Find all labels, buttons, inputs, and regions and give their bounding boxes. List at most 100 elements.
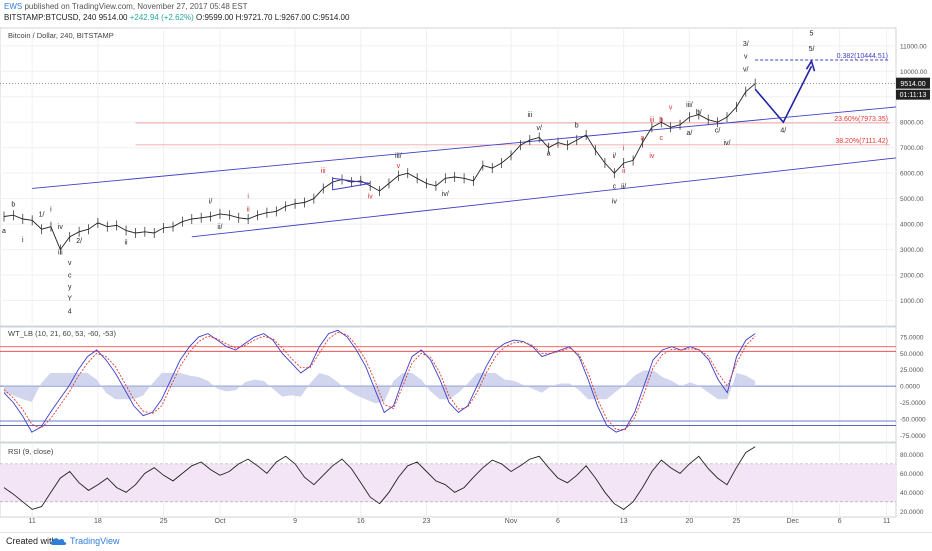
wave-label: a bbox=[2, 228, 6, 235]
wave-label: c bbox=[68, 273, 72, 280]
wave-label: iv bbox=[612, 199, 618, 206]
wave-label: Y bbox=[67, 296, 72, 303]
wave-label: iv bbox=[58, 224, 64, 231]
wave-label-red: v bbox=[397, 163, 401, 170]
main-y-tick-label: 8000.00 bbox=[900, 120, 924, 127]
tradingview-cloud-icon bbox=[50, 538, 67, 545]
wave-label-red: a bbox=[641, 135, 645, 142]
wt-y-tick-label: 75.0000 bbox=[900, 334, 924, 341]
wt2-line bbox=[3, 331, 756, 430]
last-price: 9514.00 bbox=[98, 13, 128, 22]
wave-label-red: c bbox=[660, 135, 664, 142]
rsi-y-tick-label: 40.0000 bbox=[900, 490, 924, 497]
main-y-tick-label: 1000.00 bbox=[900, 298, 924, 305]
main-y-tick-label: 4000.00 bbox=[900, 222, 924, 229]
rsi-y-tick-label: 80.0000 bbox=[900, 452, 924, 459]
wave-label: ii/ bbox=[217, 224, 222, 231]
wave-label-red: i bbox=[247, 194, 249, 201]
wt-pane-title: WT_LB (10, 21, 60, 53, -60, -53) bbox=[8, 329, 116, 338]
x-tick-label: Nov bbox=[505, 518, 518, 525]
wave-label-red: b bbox=[659, 117, 663, 124]
channel-upper-line bbox=[32, 106, 897, 189]
fib-level-label: 23.60%(7973.35) bbox=[834, 116, 888, 123]
wave-label: ii bbox=[125, 239, 129, 246]
created-with-label: Created with bbox=[6, 536, 57, 546]
wave-label: 5 bbox=[810, 31, 814, 38]
wave-label-red: v bbox=[669, 105, 673, 112]
main-pane-title: Bitcoin / Dollar, 240, BITSTAMP bbox=[8, 31, 114, 40]
x-tick-label: 6 bbox=[556, 518, 560, 525]
wave-label-red: iv bbox=[368, 194, 374, 201]
fib-level-label: 38.20%(7111.42) bbox=[835, 138, 888, 145]
wave-label: iii bbox=[58, 250, 63, 257]
main-y-tick-label: 6000.00 bbox=[900, 171, 924, 178]
wave-label: b/ bbox=[696, 110, 702, 117]
author-link[interactable]: EWS bbox=[4, 2, 23, 11]
x-tick-label: 11 bbox=[29, 518, 36, 525]
x-tick-label: Dec bbox=[786, 518, 799, 525]
wave-label: iv/ bbox=[442, 191, 449, 198]
wave-label: i bbox=[22, 237, 24, 244]
wave-label: c/ bbox=[715, 127, 721, 134]
wave-label-red: i bbox=[623, 145, 625, 152]
x-tick-label: 13 bbox=[620, 518, 628, 525]
wave-label: i/ bbox=[613, 153, 617, 160]
wt1-line bbox=[3, 329, 756, 433]
projection-path bbox=[754, 65, 813, 124]
publish-info: published on TradingView.com, November 2… bbox=[24, 2, 248, 11]
main-y-tick-label: 2000.00 bbox=[900, 273, 924, 280]
main-y-tick-label: 10000.00 bbox=[900, 69, 927, 76]
wave-label: iv/ bbox=[723, 140, 730, 147]
wave-label-red: ii bbox=[247, 206, 251, 213]
wt-y-tick-label: 50.0000 bbox=[900, 351, 924, 358]
wave-label: 3/ bbox=[743, 41, 749, 48]
rsi-pane-title: RSI (9, close) bbox=[8, 447, 54, 456]
countdown-label: 01:11:13 bbox=[900, 92, 927, 99]
wave-label: 5/ bbox=[809, 46, 815, 53]
wave-label: v/ bbox=[536, 125, 542, 132]
symbol-ohlc-line: BITSTAMP:BTCUSD, 240 9514.00 +242.94 (+2… bbox=[4, 13, 349, 22]
wave-label: 4/ bbox=[780, 127, 786, 134]
wave-label: c bbox=[613, 183, 617, 190]
x-tick-label: 6 bbox=[838, 518, 842, 525]
price-series-line bbox=[3, 83, 756, 251]
wave-label-red: ii bbox=[622, 168, 626, 175]
x-tick-label: Oct bbox=[215, 518, 226, 525]
rsi-line bbox=[3, 446, 756, 510]
rsi-band bbox=[0, 463, 896, 502]
channel-lower-line bbox=[191, 157, 897, 238]
wave-label: a/ bbox=[687, 130, 693, 137]
wave-label-red: iv bbox=[649, 153, 655, 160]
x-tick-label: 20 bbox=[686, 518, 694, 525]
ohlc-values: O:9599.00 H:9721.70 L:9267.00 C:9514.00 bbox=[196, 13, 350, 22]
wave-label: v bbox=[744, 54, 748, 61]
wave-label: b bbox=[575, 122, 579, 129]
chart-area[interactable]: 11 18 25 Oct 9 16 23 Nov 6 13 20 25 Dec 6 11 11000.00 10… bbox=[0, 26, 932, 532]
x-tick-label: 11 bbox=[883, 518, 890, 525]
x-tick-label: 23 bbox=[423, 518, 431, 525]
wave-label: i/ bbox=[209, 199, 213, 206]
wave-label-red: iii bbox=[321, 168, 326, 175]
main-y-tick-label: 7000.00 bbox=[900, 145, 924, 152]
x-tick-label: 18 bbox=[94, 518, 102, 525]
wt-y-tick-label: -75.0000 bbox=[900, 433, 926, 440]
rsi-y-tick-label: 60.0000 bbox=[900, 471, 924, 478]
wt-y-tick-label: 25.0000 bbox=[900, 367, 924, 374]
price-tag bbox=[896, 77, 930, 89]
wt-y-tick-label: -25.0000 bbox=[900, 400, 926, 407]
wt-y-tick-label: -50.0000 bbox=[900, 417, 926, 424]
wave-label: iii/ bbox=[686, 102, 693, 109]
wave-label: 4 bbox=[68, 308, 72, 315]
x-tick-label: 9 bbox=[293, 518, 297, 525]
price-change: +242.94 (+2.62%) bbox=[129, 13, 194, 22]
chart-svg[interactable]: 11 18 25 Oct 9 16 23 Nov 6 13 20 25 Dec 6 11 11000.00 10… bbox=[0, 26, 932, 532]
main-y-tick-label: 3000.00 bbox=[900, 247, 924, 254]
tradingview-brand-link[interactable]: TradingView bbox=[70, 536, 120, 546]
wave-label: i bbox=[50, 206, 52, 213]
wave-label-red: iii bbox=[650, 117, 655, 124]
wave-label: a bbox=[547, 150, 551, 157]
wave-label: b bbox=[11, 201, 15, 208]
symbol-label: BITSTAMP:BTCUSD, 240 bbox=[4, 13, 97, 22]
publish-header: EWS published on TradingView.com, Novemb… bbox=[0, 0, 932, 26]
wt-y-tick-label: 0.0000 bbox=[900, 384, 920, 391]
